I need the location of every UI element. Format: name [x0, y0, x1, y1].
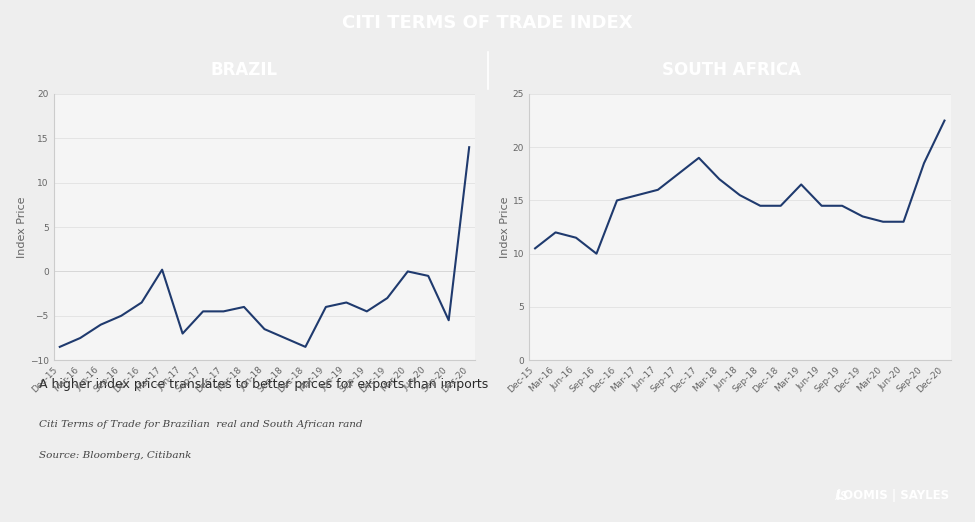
Y-axis label: Index Price: Index Price — [500, 196, 510, 258]
Text: CITI TERMS OF TRADE INDEX: CITI TERMS OF TRADE INDEX — [342, 14, 633, 31]
Text: ℓs: ℓs — [835, 489, 848, 503]
Y-axis label: Index Price: Index Price — [17, 196, 27, 258]
Text: Source: Bloomberg, Citibank: Source: Bloomberg, Citibank — [39, 451, 191, 460]
Text: LOOMIS | SAYLES: LOOMIS | SAYLES — [836, 490, 949, 502]
Text: Citi Terms of Trade for Brazilian  real and South African rand: Citi Terms of Trade for Brazilian real a… — [39, 420, 363, 429]
Text: BRAZIL: BRAZIL — [211, 61, 277, 78]
Text: A higher index price translates to better prices for exports than imports: A higher index price translates to bette… — [39, 378, 488, 391]
Text: SOUTH AFRICA: SOUTH AFRICA — [662, 61, 800, 78]
